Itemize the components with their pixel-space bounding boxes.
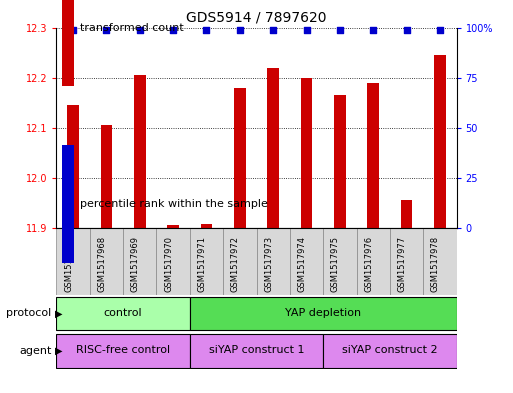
Text: percentile rank within the sample: percentile rank within the sample bbox=[80, 199, 267, 209]
Bar bbox=[290, 228, 323, 295]
Point bbox=[169, 26, 177, 33]
Text: agent: agent bbox=[19, 346, 51, 356]
Text: GSM1517969: GSM1517969 bbox=[131, 236, 140, 292]
Point bbox=[269, 26, 277, 33]
Bar bbox=[334, 95, 346, 228]
Bar bbox=[167, 226, 179, 228]
Bar bbox=[390, 228, 423, 295]
Text: control: control bbox=[104, 308, 143, 318]
Bar bbox=[156, 228, 190, 295]
Point bbox=[102, 26, 110, 33]
Bar bbox=[56, 334, 190, 367]
Text: GSM1517975: GSM1517975 bbox=[331, 236, 340, 292]
Bar bbox=[134, 75, 146, 228]
Text: GSM1517976: GSM1517976 bbox=[364, 236, 373, 292]
Text: GSM1517967: GSM1517967 bbox=[64, 236, 73, 292]
Point bbox=[235, 26, 244, 33]
Text: GSM1517970: GSM1517970 bbox=[164, 236, 173, 292]
Bar bbox=[234, 88, 246, 228]
Point bbox=[69, 26, 77, 33]
Text: RISC-free control: RISC-free control bbox=[76, 345, 170, 355]
Point bbox=[369, 26, 377, 33]
Bar bbox=[201, 224, 212, 228]
Bar bbox=[323, 228, 357, 295]
Bar bbox=[267, 68, 279, 228]
Text: GSM1517978: GSM1517978 bbox=[431, 236, 440, 292]
Text: GSM1517973: GSM1517973 bbox=[264, 236, 273, 292]
Bar bbox=[190, 297, 457, 330]
Text: YAP depletion: YAP depletion bbox=[285, 308, 361, 318]
Text: GSM1517971: GSM1517971 bbox=[198, 236, 206, 292]
Bar bbox=[90, 228, 123, 295]
Bar bbox=[190, 228, 223, 295]
Bar bbox=[423, 228, 457, 295]
Text: GSM1517972: GSM1517972 bbox=[231, 236, 240, 292]
Bar bbox=[101, 125, 112, 228]
Bar bbox=[56, 228, 90, 295]
Bar bbox=[301, 78, 312, 228]
Bar bbox=[56, 297, 190, 330]
Text: GSM1517974: GSM1517974 bbox=[298, 236, 306, 292]
Text: GSM1517977: GSM1517977 bbox=[398, 236, 406, 292]
Bar bbox=[67, 105, 79, 228]
Bar bbox=[357, 228, 390, 295]
Point bbox=[202, 26, 210, 33]
Bar bbox=[323, 334, 457, 367]
Bar bbox=[256, 228, 290, 295]
Point bbox=[436, 26, 444, 33]
Bar bbox=[401, 200, 412, 228]
Text: ▶: ▶ bbox=[55, 309, 63, 318]
Text: ▶: ▶ bbox=[55, 346, 63, 356]
Point bbox=[135, 26, 144, 33]
Title: GDS5914 / 7897620: GDS5914 / 7897620 bbox=[186, 11, 327, 25]
Bar bbox=[367, 83, 379, 228]
Text: transformed count: transformed count bbox=[80, 22, 183, 33]
Point bbox=[402, 26, 410, 33]
Point bbox=[336, 26, 344, 33]
Bar bbox=[434, 55, 446, 228]
Text: siYAP construct 1: siYAP construct 1 bbox=[209, 345, 304, 355]
Bar bbox=[190, 334, 323, 367]
Text: GSM1517968: GSM1517968 bbox=[97, 236, 106, 292]
Text: siYAP construct 2: siYAP construct 2 bbox=[342, 345, 438, 355]
Text: protocol: protocol bbox=[6, 309, 51, 318]
Bar bbox=[223, 228, 256, 295]
Point bbox=[302, 26, 310, 33]
Bar bbox=[123, 228, 156, 295]
